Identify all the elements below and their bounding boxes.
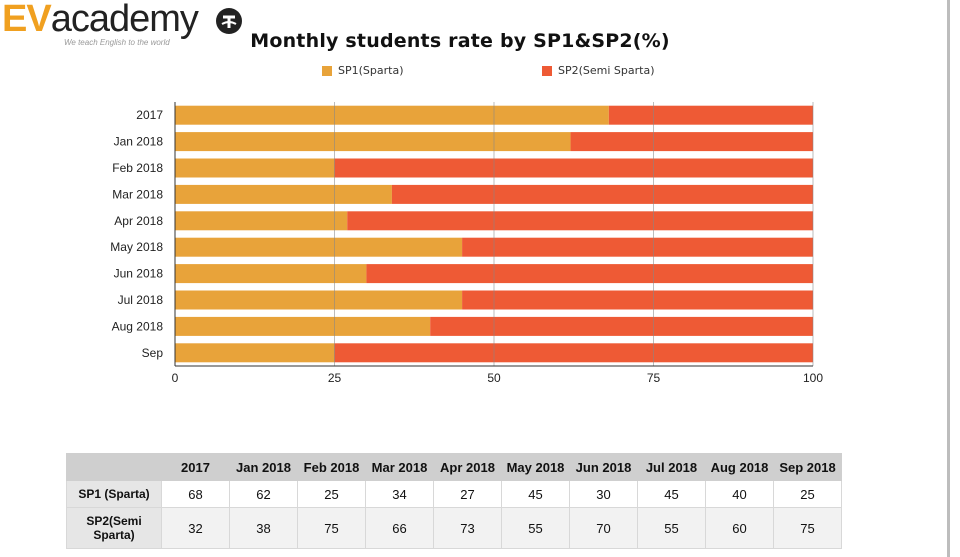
y-tick-label: Feb 2018	[112, 161, 163, 175]
bar-sp1-2	[175, 158, 335, 178]
bar-sp2-0	[608, 105, 813, 125]
legend-label-sp1: SP1(Sparta)	[338, 64, 404, 77]
table-column-header: Jun 2018	[569, 453, 638, 481]
y-tick-label: Mar 2018	[112, 187, 163, 201]
table-column-header: May 2018	[501, 453, 570, 481]
table-column-header: Feb 2018	[297, 453, 366, 481]
bar-sp1-6	[175, 264, 367, 284]
logo-emblem-icon	[216, 8, 242, 34]
table-cell: 62	[229, 480, 298, 508]
y-tick-label: 2017	[136, 108, 163, 122]
academy-logo: EVacademy We teach English to the world	[2, 0, 252, 48]
bar-sp2-4	[347, 211, 813, 231]
table-row: SP2(Semi Sparta) 32 38 75 66 73 55 70 55 60 75	[66, 507, 842, 549]
legend-swatch-sp2	[542, 65, 552, 76]
legend-swatch-sp1	[322, 65, 332, 76]
y-tick-label: Apr 2018	[114, 214, 163, 228]
legend-label-sp2: SP2(Semi Sparta)	[558, 64, 655, 77]
table-cell: 70	[569, 507, 638, 549]
table-row-header: SP1 (Sparta)	[66, 480, 162, 508]
table-cell: 75	[297, 507, 366, 549]
table-cell: 66	[365, 507, 434, 549]
logo-tagline: We teach English to the world	[64, 38, 170, 47]
x-tick-label: 100	[803, 371, 823, 385]
bar-sp2-5	[462, 237, 813, 257]
table-column-header: Sep 2018	[773, 453, 842, 481]
bar-sp2-3	[391, 184, 813, 204]
x-tick-label: 25	[328, 371, 342, 385]
bar-sp1-8	[175, 316, 431, 336]
y-tick-label: Jun 2018	[114, 267, 164, 281]
table-cell: 55	[501, 507, 570, 549]
bar-sp1-4	[175, 211, 348, 231]
bar-sp2-8	[430, 316, 813, 336]
table-column-header: Mar 2018	[365, 453, 434, 481]
table-column-header: Jan 2018	[229, 453, 298, 481]
table-column-header: Apr 2018	[433, 453, 502, 481]
table-corner-cell	[66, 453, 162, 481]
y-tick-label: May 2018	[110, 240, 163, 254]
y-tick-label: Sep	[142, 346, 164, 360]
table-cell: 27	[433, 480, 502, 508]
bar-sp1-5	[175, 237, 463, 257]
table-cell: 73	[433, 507, 502, 549]
data-table: 2017 Jan 2018 Feb 2018 Mar 2018 Apr 2018 May …	[66, 453, 842, 549]
table-cell: 38	[229, 507, 298, 549]
bar-sp2-1	[570, 132, 813, 152]
table-header-row: 2017 Jan 2018 Feb 2018 Mar 2018 Apr 2018 May …	[66, 453, 842, 481]
table-row-header: SP2(Semi Sparta)	[66, 507, 162, 549]
legend-item-sp2: SP2(Semi Sparta)	[542, 64, 655, 77]
table-cell: 68	[161, 480, 230, 508]
table-cell: 60	[705, 507, 774, 549]
table-column-header: Jul 2018	[637, 453, 706, 481]
table-cell: 32	[161, 507, 230, 549]
table-row: SP1 (Sparta) 68 62 25 34 27 45 30 45 40 25	[66, 480, 842, 508]
bar-sp2-2	[334, 158, 813, 178]
bar-sp2-6	[366, 264, 813, 284]
bar-sp1-9	[175, 343, 335, 363]
table-cell: 25	[297, 480, 366, 508]
bar-sp1-0	[175, 105, 609, 125]
x-tick-label: 0	[172, 371, 179, 385]
bar-sp1-1	[175, 132, 571, 152]
x-tick-label: 75	[647, 371, 661, 385]
table-cell: 75	[773, 507, 842, 549]
table-cell: 30	[569, 480, 638, 508]
chart-title: Monthly students rate by SP1&SP2(%)	[250, 30, 670, 52]
bar-sp1-3	[175, 184, 392, 204]
y-tick-label: Aug 2018	[112, 319, 164, 333]
legend-item-sp1: SP1(Sparta)	[322, 64, 403, 77]
table-cell: 45	[501, 480, 570, 508]
bar-sp2-7	[462, 290, 813, 310]
x-tick-label: 50	[487, 371, 501, 385]
bar-sp2-9	[334, 343, 813, 363]
table-column-header: 2017	[161, 453, 230, 481]
table-cell: 34	[365, 480, 434, 508]
y-tick-label: Jan 2018	[114, 135, 164, 149]
logo-wordmark: EVacademy	[2, 0, 199, 40]
table-cell: 55	[637, 507, 706, 549]
y-tick-label: Jul 2018	[118, 293, 164, 307]
bar-sp1-7	[175, 290, 463, 310]
table-cell: 45	[637, 480, 706, 508]
table-cell: 40	[705, 480, 774, 508]
table-column-header: Aug 2018	[705, 453, 774, 481]
table-cell: 25	[773, 480, 842, 508]
